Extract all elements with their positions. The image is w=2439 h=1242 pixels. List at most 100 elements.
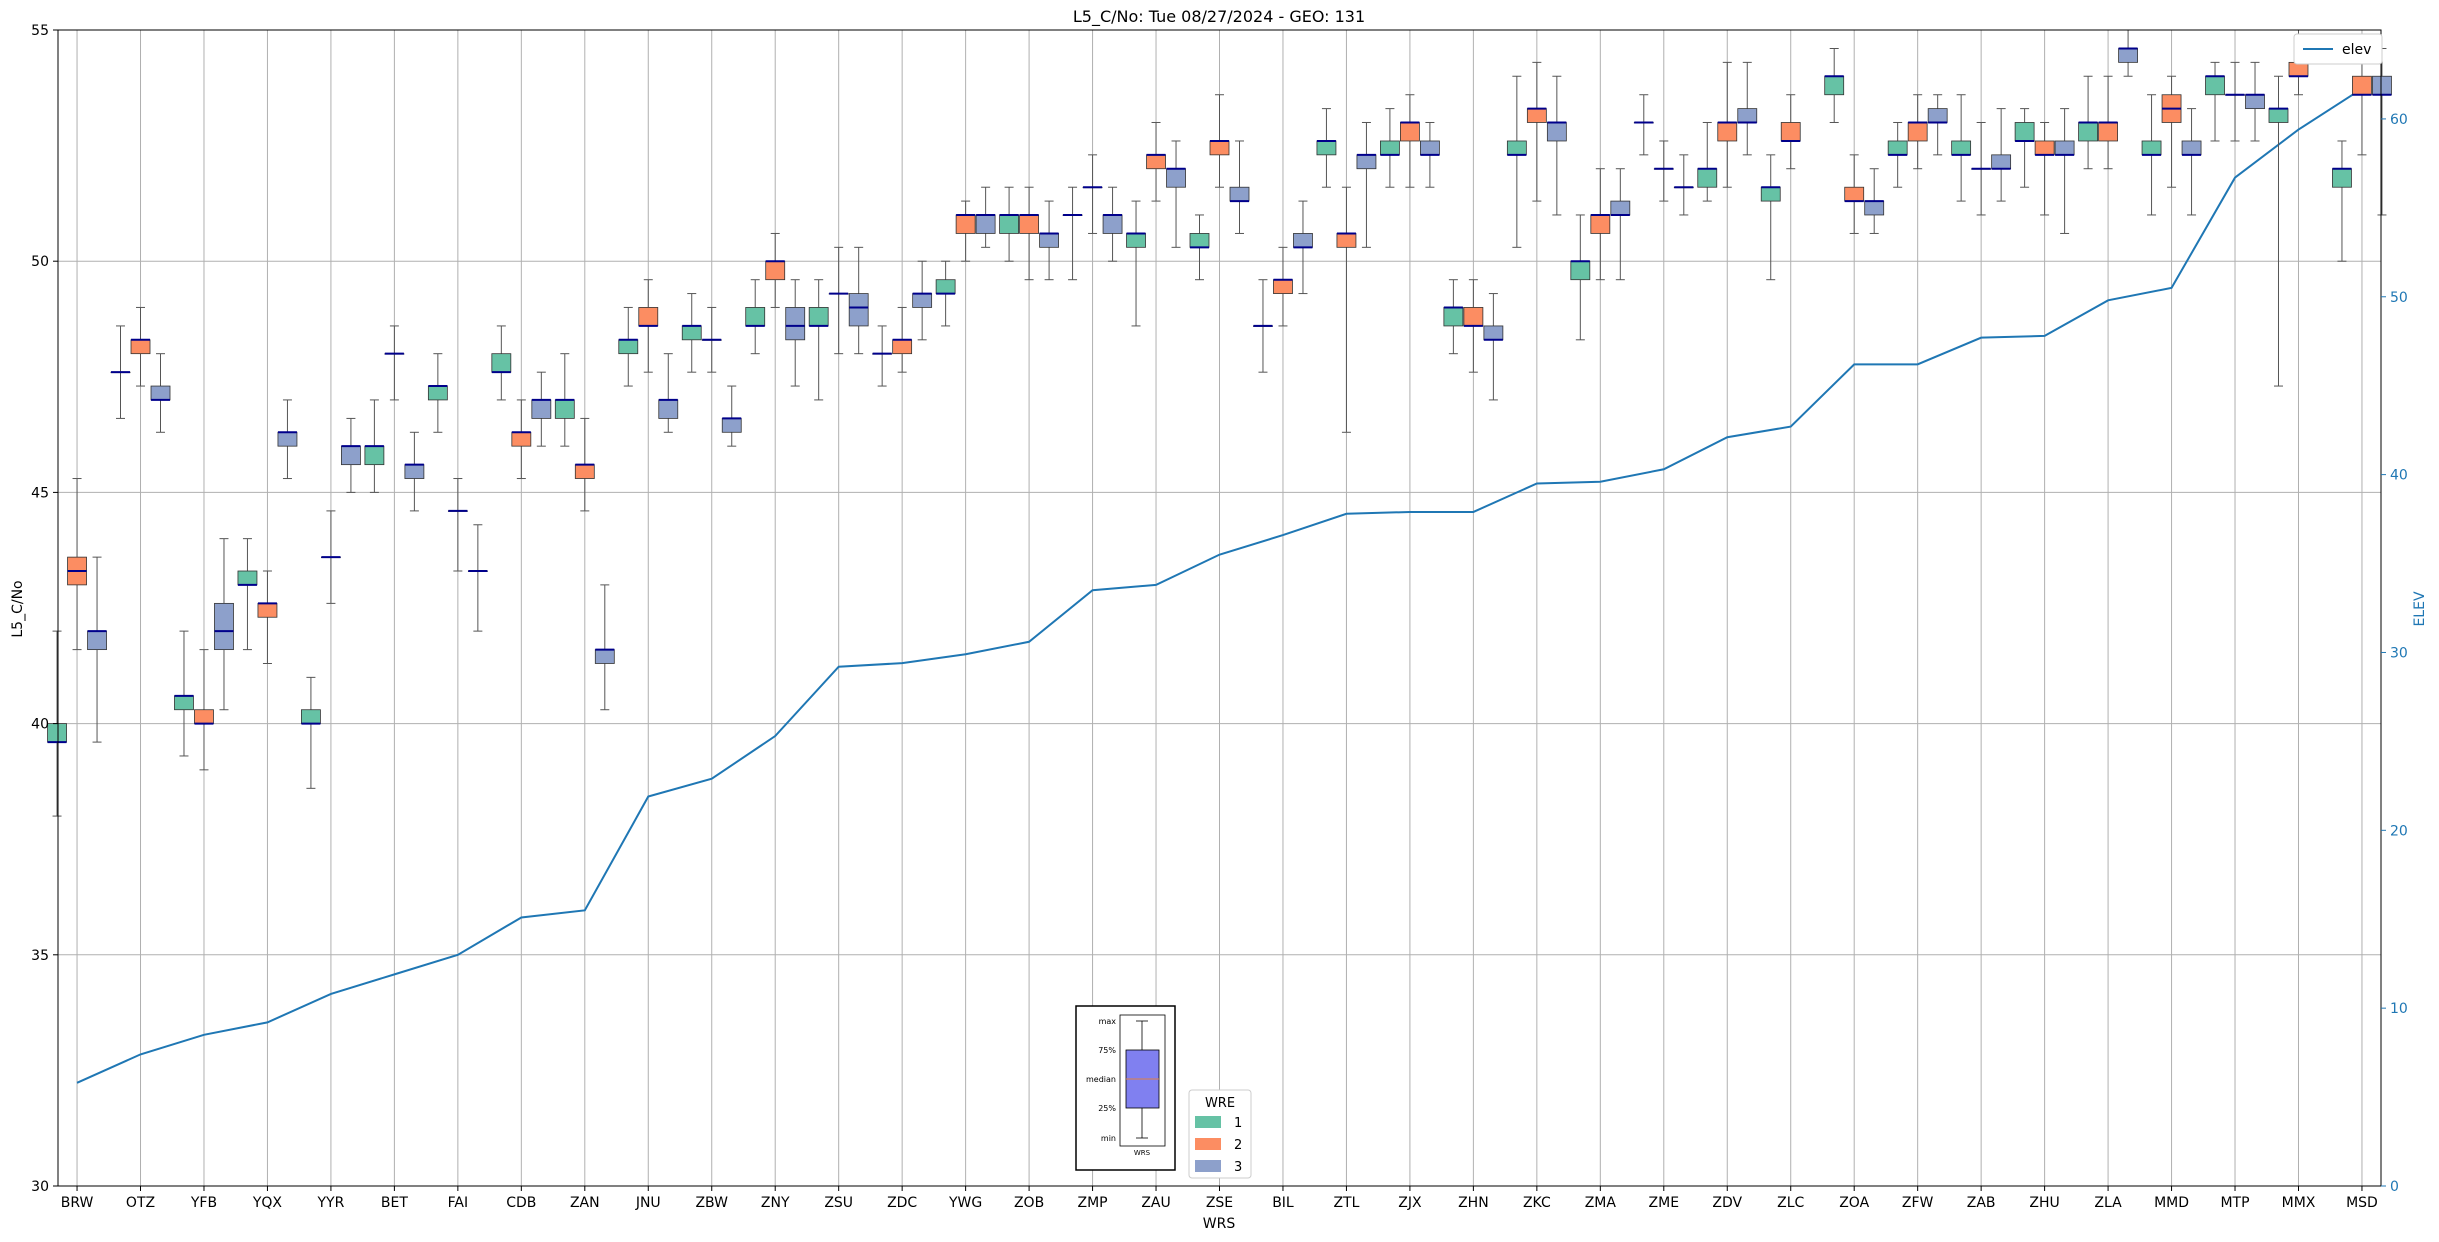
- wre-legend-label-1: 1: [1234, 1116, 1242, 1131]
- box-zau-wre2: [1146, 121, 1166, 202]
- box-iqr: [2372, 75, 2392, 96]
- box-cdb-wre3: [531, 371, 552, 447]
- box-bil-wre3: [1293, 200, 1313, 295]
- box-otz-wre1: [110, 325, 131, 419]
- chart-title: L5_C/No: Tue 08/27/2024 - GEO: 131: [1073, 7, 1365, 27]
- box-zlc-wre1: [1760, 154, 1781, 281]
- box-iqr: [2181, 140, 2202, 156]
- x-tick-label: ZDV: [1712, 1195, 1742, 1211]
- x-tick-label: MMX: [2282, 1195, 2316, 1211]
- x-tick-label: YQX: [252, 1195, 283, 1211]
- box-iqr: [47, 723, 67, 743]
- key-inset-xlabel: WRS: [1134, 1149, 1151, 1157]
- wre-legend-swatch-1: [1195, 1116, 1221, 1128]
- box-iqr: [1824, 75, 1845, 96]
- x-tick-label: ZDC: [887, 1195, 917, 1211]
- box-iqr: [638, 307, 659, 327]
- box-iqr: [1887, 140, 1908, 156]
- key-inset-label-median: median: [1086, 1075, 1116, 1084]
- wre-legend-label-2: 2: [1234, 1138, 1242, 1153]
- box-zab-wre3: [1991, 108, 2012, 202]
- x-tick-label: BRW: [61, 1195, 94, 1211]
- wre-legend-frame: [1188, 1089, 1252, 1179]
- x-tick-label: ZOB: [1014, 1195, 1044, 1211]
- box-iqr: [2352, 75, 2372, 96]
- box-iqr: [658, 399, 679, 419]
- box-iqr: [1039, 233, 1059, 248]
- box-zkc-wre3: [1546, 75, 1567, 216]
- elev-legend: elev: [2293, 33, 2383, 65]
- box-zbw-wre1: [681, 293, 702, 373]
- box-iqr: [404, 464, 425, 479]
- box-iqr: [1019, 214, 1039, 234]
- box-iqr: [1356, 154, 1377, 170]
- x-tick-label: ZFW: [1902, 1195, 1934, 1211]
- x-tick-label: MSD: [2346, 1195, 2378, 1211]
- box-iqr: [574, 464, 595, 479]
- box-iqr: [2268, 108, 2289, 123]
- x-tick-label: MMD: [2154, 1195, 2189, 1211]
- box-iqr: [2141, 140, 2162, 156]
- y-tick-label: 45: [31, 485, 49, 501]
- box-zdv-wre3: [1737, 61, 1758, 156]
- box-zoa-wre1: [1824, 47, 1845, 123]
- box-zlc-wre2: [1780, 94, 1801, 170]
- box-zsu-wre2: [828, 246, 849, 355]
- box-yyr-wre1: [301, 676, 321, 789]
- x-tick-label: ZSU: [824, 1195, 853, 1211]
- box-iqr: [2118, 48, 2138, 63]
- elev-series-line: [76, 87, 2363, 1084]
- box-iqr: [2014, 122, 2035, 142]
- box-iqr: [214, 602, 234, 651]
- box-iqr: [1316, 140, 1337, 156]
- box-yqx-wre2: [257, 570, 278, 664]
- box-yyr-wre3: [341, 417, 361, 493]
- box-iqr: [1189, 233, 1210, 248]
- box-iqr: [765, 260, 786, 281]
- box-ztl-wre2: [1336, 186, 1357, 433]
- x-tick-label: ZAB: [1967, 1195, 1996, 1211]
- box-zjx-wre1: [1380, 108, 1400, 188]
- box-iqr: [150, 385, 171, 401]
- wre-legend-swatch-3: [1195, 1160, 1221, 1172]
- box-zhn-wre1: [1443, 279, 1464, 355]
- box-fai-wre2: [447, 478, 468, 572]
- box-iqr: [1907, 122, 1928, 142]
- box-iqr: [1420, 140, 1440, 156]
- box-bet-wre3: [404, 431, 425, 512]
- wre-legend-swatch-2: [1195, 1138, 1221, 1150]
- box-mmd-wre1: [2141, 94, 2162, 216]
- box-zan-wre2: [574, 417, 595, 512]
- box-zau-wre3: [1166, 140, 1186, 248]
- x-tick-label: ZSE: [1206, 1195, 1233, 1211]
- box-msd-wre1: [2332, 140, 2352, 262]
- box-iqr: [618, 339, 639, 355]
- box-iqr: [1229, 186, 1250, 202]
- x-tick-label: ZJX: [1398, 1195, 1422, 1211]
- box-zau-wre1: [1126, 200, 1146, 327]
- y2-tick-label: 60: [2390, 112, 2408, 128]
- box-iqr: [531, 399, 552, 419]
- x-tick-label: ZHU: [2029, 1195, 2059, 1211]
- box-zoa-wre3: [1864, 168, 1885, 234]
- box-bil-wre1: [1253, 279, 1273, 373]
- box-fai-wre3: [467, 524, 488, 632]
- box-iqr: [999, 214, 1019, 234]
- y-tick-label: 35: [31, 948, 49, 964]
- box-iqr: [427, 385, 448, 401]
- box-zma-wre2: [1590, 168, 1611, 281]
- box-iqr: [1126, 233, 1146, 248]
- box-bil-wre2: [1273, 246, 1293, 327]
- x-axis-label: WRS: [1203, 1216, 1236, 1232]
- box-zny-wre1: [745, 279, 766, 355]
- box-iqr: [341, 445, 361, 466]
- box-zan-wre1: [554, 353, 575, 447]
- y-tick-label: 30: [31, 1179, 49, 1195]
- box-msd-wre3: [2372, 47, 2392, 216]
- box-zny-wre3: [785, 279, 806, 387]
- box-zsu-wre3: [848, 246, 869, 355]
- key-inset-label-q1: 25%: [1098, 1104, 1116, 1113]
- box-iqr: [892, 339, 913, 355]
- x-tick-label: ZLA: [2094, 1195, 2122, 1211]
